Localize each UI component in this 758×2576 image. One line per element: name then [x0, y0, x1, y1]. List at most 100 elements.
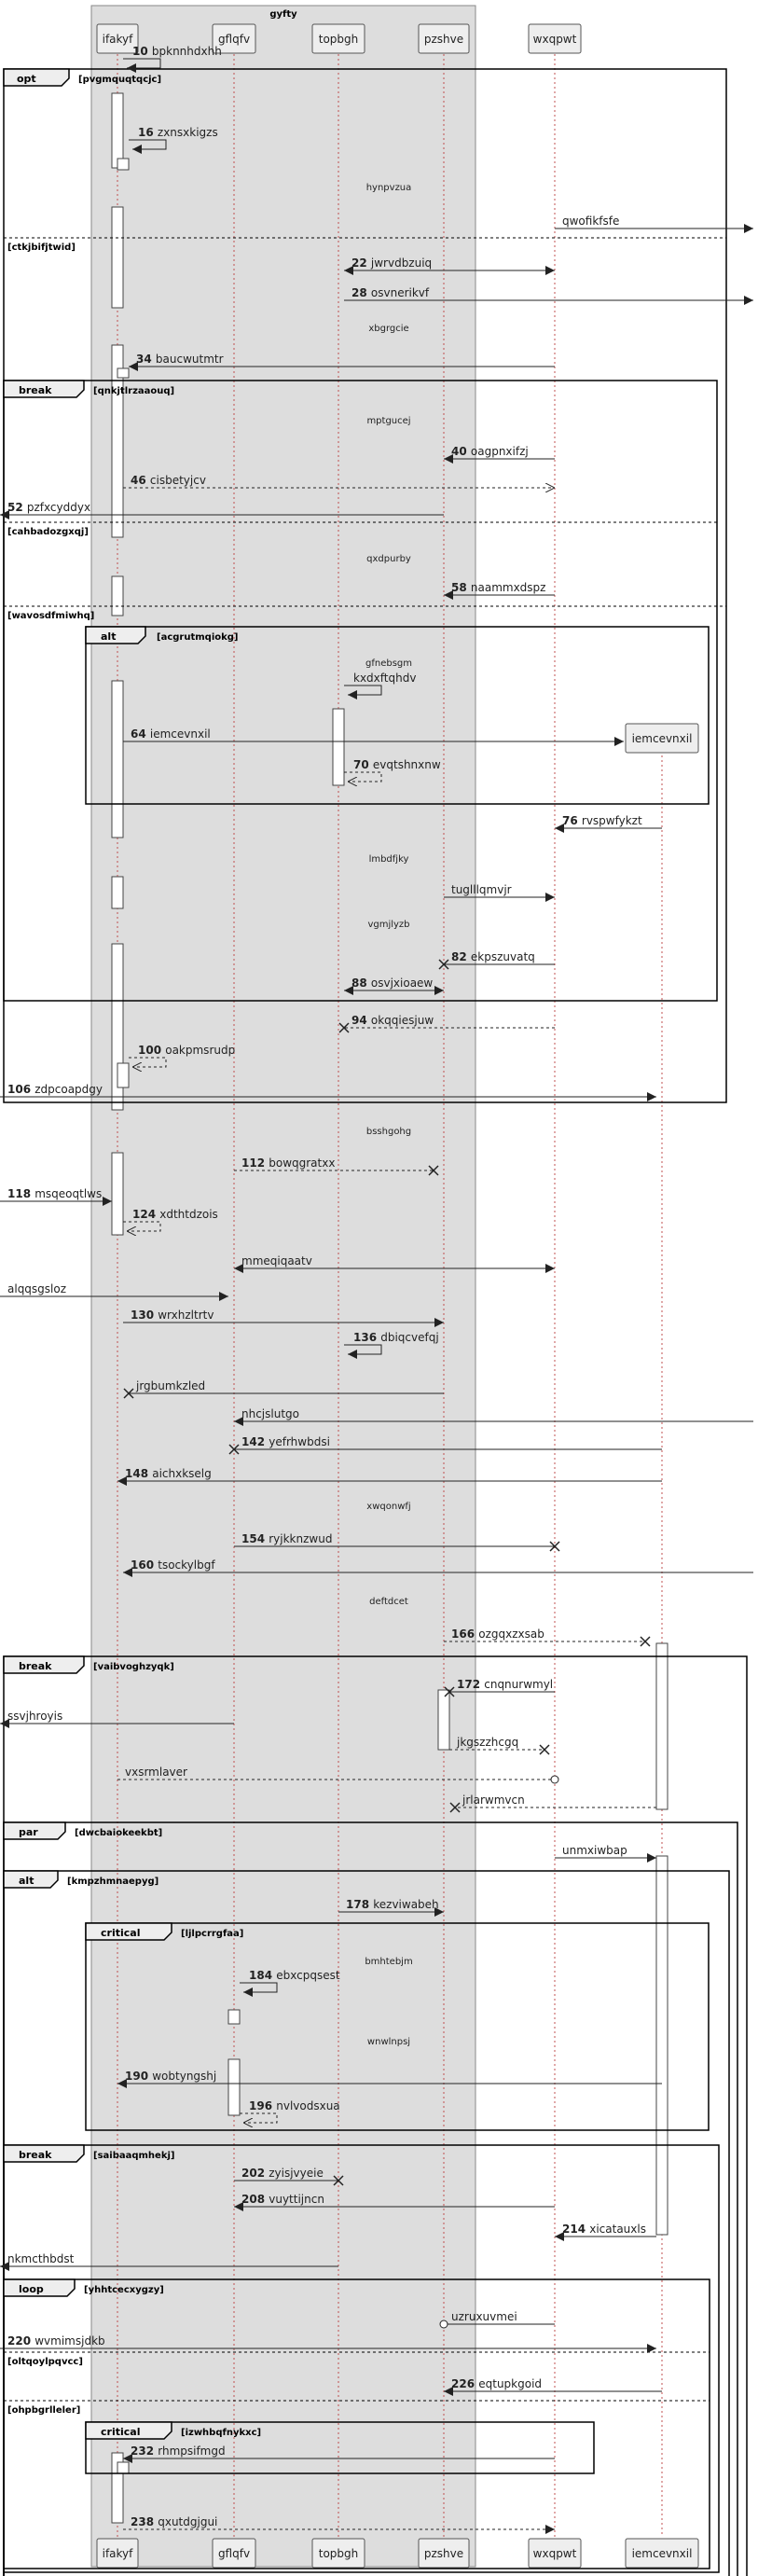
message-15[interactable]: 82 ekpszuvatq	[438, 950, 555, 970]
message-arrow	[240, 2112, 278, 2123]
message-label: 16 zxnsxkigzs	[138, 126, 218, 139]
message-42[interactable]: 190 wobtyngshj	[117, 2070, 662, 2088]
fragment-guard: [izwhbqfnykxc]	[181, 2428, 261, 2438]
participant-header-pzshve[interactable]: pzshve	[418, 23, 470, 54]
participant-footer-gflqfv[interactable]: gflqfv	[212, 2538, 256, 2569]
fragment-separators	[4, 237, 726, 2402]
message-label: 172 cnqnurwmyl	[457, 1678, 553, 1691]
message-14[interactable]: tuglllqmvjr	[444, 883, 555, 902]
message-0[interactable]: 10 bpknnhdxhh	[123, 45, 222, 73]
message-44[interactable]: 202 zyisjvyeie	[234, 2167, 344, 2186]
participant-footer-pzshve[interactable]: pzshve	[418, 2538, 470, 2569]
message-6[interactable]: 40 oagpnxifzj	[444, 445, 555, 464]
message-8[interactable]: 52 pzfxcyddyx	[0, 501, 444, 519]
message-label: mmeqiqaatv	[241, 1254, 312, 1267]
message-label: qwofikfsfe	[562, 215, 619, 228]
message-43[interactable]: 196 nvlvodsxua	[240, 2099, 340, 2123]
message-20[interactable]: 112 bowqgratxx	[234, 1156, 439, 1176]
message-7[interactable]: 46 cisbetyjcv	[123, 474, 555, 488]
message-label: 40 oagpnxifzj	[451, 445, 529, 458]
message-12[interactable]: 70 evqtshnxnw	[344, 758, 441, 782]
message-21[interactable]: 118 msqeoqtlws	[0, 1187, 112, 1206]
message-27[interactable]: jrgbumkzled	[123, 1379, 444, 1399]
fragment-guard: [yhhtcecxygzy]	[84, 2285, 164, 2295]
message-35[interactable]: ssvjhroyis	[0, 1710, 234, 1728]
participant-header-ifakyf[interactable]: ifakyf	[96, 23, 139, 54]
message-25[interactable]: 130 wrxhzltrtv	[123, 1309, 444, 1327]
message-24[interactable]: alqqsgsloz	[0, 1282, 228, 1301]
message-22[interactable]: 124 xdthtdzois	[123, 1208, 218, 1231]
participant-header-gflqfv[interactable]: gflqfv	[212, 23, 256, 54]
fragment-tab-break: break [qnkjtlrzaaouq]	[3, 380, 174, 398]
message-36[interactable]: jkgszzhcgq	[449, 1736, 550, 1755]
message-label: 52 pzfxcyddyx	[7, 501, 90, 514]
message-28[interactable]: nhcjslutgo	[234, 1407, 753, 1426]
message-38[interactable]: jrlarwmvcn	[449, 1794, 656, 1813]
message-arrow	[344, 771, 382, 782]
participant-footer-topbgh[interactable]: topbgh	[311, 2538, 365, 2569]
message-18[interactable]: 100 oakpmsrudp	[129, 1044, 235, 1067]
message-label: 196 nvlvodsxua	[249, 2099, 340, 2112]
message-47[interactable]: nkmcthbdst	[0, 2252, 338, 2271]
message-45[interactable]: 208 vuyttijncn	[234, 2193, 555, 2211]
message-29[interactable]: 142 yefrhwbdsi	[228, 1435, 662, 1455]
message-50[interactable]: 226 eqtupkgoid	[444, 2377, 662, 2396]
message-9[interactable]: 58 naammxdspz	[444, 581, 555, 600]
message-label: 166 ozgqxzxsab	[451, 1627, 544, 1641]
message-40[interactable]: 178 kezviwabeh	[338, 1898, 444, 1917]
message-3[interactable]: 22 jwrvdbzuiq	[344, 256, 555, 275]
message-16[interactable]: 88 osvjxioaew	[344, 976, 444, 995]
fragment-kind: break	[19, 2149, 52, 2161]
fragment-kind: critical	[101, 1927, 140, 1939]
message-label: 10 bpknnhdxhh	[132, 45, 222, 58]
message-5[interactable]: 34 baucwutmtr	[129, 353, 555, 371]
message-32[interactable]: 160 tsockylbgf	[123, 1558, 753, 1577]
participant-label: pzshve	[424, 2547, 463, 2560]
participant-label: gflqfv	[218, 2547, 250, 2560]
fragment-guard: [acgrutmqiokg]	[157, 632, 239, 643]
fragment-guard: [pvgmquqtqcjc]	[78, 75, 161, 85]
participant-footer-iemcevnxil[interactable]: iemcevnxil	[625, 2538, 699, 2569]
fragment-kind: critical	[101, 2426, 140, 2438]
message-49[interactable]: 220 wvmimsjdkb	[0, 2334, 656, 2353]
message-2[interactable]: qwofikfsfe	[555, 215, 753, 233]
message-48[interactable]: uzruxuvmei	[439, 2310, 555, 2329]
message-10[interactable]: kxdxftqhdv	[344, 672, 416, 699]
message-1[interactable]: 16 zxnsxkigzs	[129, 126, 218, 154]
message-11[interactable]: 64 iemcevnxil	[123, 727, 624, 746]
message-30[interactable]: 148 aichxkselg	[117, 1467, 662, 1486]
message-13[interactable]: 76 rvspwfykzt	[555, 814, 662, 833]
message-label: unmxiwbap	[562, 1844, 627, 1857]
message-label: 154 ryjkknzwud	[241, 1532, 332, 1545]
message-17[interactable]: 94 okqqiesjuw	[338, 1014, 555, 1033]
message-4[interactable]: 28 osvnerikvf	[344, 286, 753, 305]
message-39[interactable]: unmxiwbap	[555, 1844, 656, 1863]
message-33[interactable]: 166 ozgqxzxsab	[444, 1627, 651, 1647]
message-19[interactable]: 106 zdpcoapdgy	[0, 1083, 656, 1101]
message-46[interactable]: 214 xicatauxls	[555, 2223, 656, 2241]
message-label: 88 osvjxioaew	[351, 976, 433, 990]
fragment-tab-critical: critical [ljlpcrrgfaa]	[85, 1922, 243, 1941]
message-51[interactable]: 232 rhmpsifmgd	[123, 2444, 555, 2463]
fragment-frames	[3, 68, 748, 2576]
message-34[interactable]: 172 cnqnurwmyl	[444, 1678, 555, 1697]
participant-footer-wxqpwt[interactable]: wxqpwt	[528, 2538, 582, 2569]
participant-header-iemcevnxil[interactable]: iemcevnxil	[625, 723, 699, 754]
participant-header-wxqpwt[interactable]: wxqpwt	[528, 23, 582, 54]
message-23[interactable]: mmeqiqaatv	[234, 1254, 555, 1273]
destroy-mark	[549, 1541, 560, 1552]
message-37[interactable]: vxsrmlaver	[117, 1766, 559, 1784]
message-26[interactable]: 136 dbiqcvefqj	[344, 1331, 439, 1359]
message-31[interactable]: 154 ryjkknzwud	[234, 1532, 560, 1552]
divider-label: xwqonwfj	[366, 1502, 410, 1512]
message-label: ssvjhroyis	[7, 1710, 62, 1723]
participant-footer-ifakyf[interactable]: ifakyf	[96, 2538, 139, 2569]
message-label: 238 qxutdgjgui	[131, 2515, 217, 2528]
destroy-mark	[444, 1686, 455, 1697]
message-41[interactable]: 184 ebxcpqsest	[240, 1969, 340, 1997]
participant-header-topbgh[interactable]: topbgh	[311, 23, 365, 54]
participant-label: wxqpwt	[533, 33, 577, 46]
message-label: 22 jwrvdbzuiq	[351, 256, 432, 270]
message-52[interactable]: 238 qxutdgjgui	[123, 2515, 555, 2534]
